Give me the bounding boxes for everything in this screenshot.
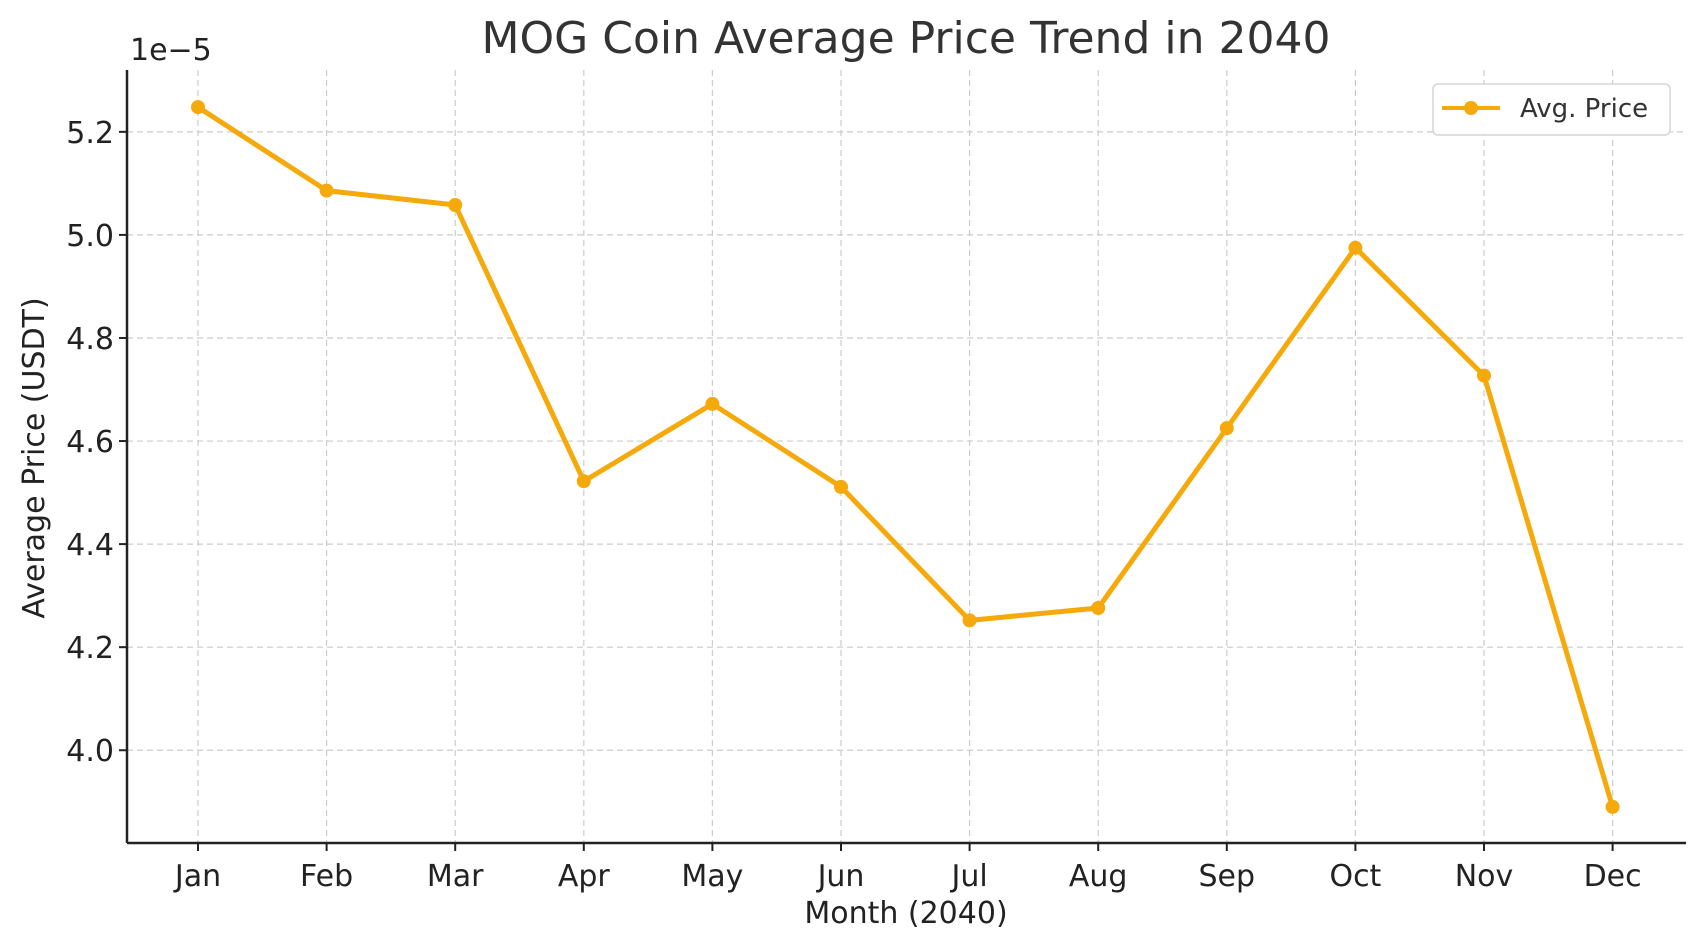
ticks-layer: Jan Feb Mar Apr May Jun Jul Aug Sep Oct Nov Dec 4.0 4… <box>66 116 1641 894</box>
chart-title: MOG Coin Average Price Trend in 2040 <box>482 13 1331 64</box>
data-point-marker <box>834 479 848 494</box>
data-point-marker <box>576 474 591 489</box>
y-tick-label: 4.2 <box>66 631 114 666</box>
axes-layer <box>125 70 1686 845</box>
x-tick-label: Nov <box>1455 859 1514 894</box>
x-tick-label: Feb <box>300 859 353 894</box>
y-axis-offset-label: 1e−5 <box>130 33 212 68</box>
legend-box <box>1432 83 1671 136</box>
x-tick-label: Mar <box>427 859 484 894</box>
data-point-marker <box>191 100 205 115</box>
data-point-marker <box>705 396 720 411</box>
data-point-marker <box>1348 240 1363 255</box>
data-point-marker <box>1477 368 1491 383</box>
data-point-marker <box>448 198 463 213</box>
y-tick-label: 5.0 <box>66 219 114 254</box>
x-axis-label: Month (2040) <box>804 896 1007 931</box>
grid-layer <box>127 70 1686 843</box>
legend: Avg. Price <box>1432 83 1671 136</box>
data-point-marker <box>319 183 334 198</box>
y-tick-label: 4.4 <box>66 528 114 563</box>
y-tick-label: 5.2 <box>66 116 114 151</box>
x-tick-label: Jul <box>949 859 987 894</box>
data-point-marker <box>1219 421 1234 436</box>
x-tick-label: Sep <box>1199 859 1256 894</box>
data-point-marker <box>1605 799 1620 814</box>
legend-series-marker <box>1464 101 1478 115</box>
y-tick-label: 4.8 <box>66 322 114 357</box>
x-tick-label: Aug <box>1069 859 1128 894</box>
x-tick-label: May <box>681 859 743 894</box>
y-tick-label: 4.0 <box>66 734 114 769</box>
data-point-marker <box>1091 601 1106 616</box>
x-tick-label: Dec <box>1584 859 1642 894</box>
legend-series-label: Avg. Price <box>1520 94 1648 124</box>
series-line <box>195 104 1616 810</box>
data-point-marker <box>962 613 977 628</box>
y-axis-label: Average Price (USDT) <box>17 297 52 618</box>
x-tick-label: Jun <box>816 859 865 894</box>
x-tick-label: Jan <box>173 859 221 894</box>
x-tick-label: Oct <box>1329 859 1381 894</box>
x-tick-label: Apr <box>558 859 611 894</box>
y-tick-label: 4.6 <box>66 425 114 460</box>
series-layer <box>191 100 1620 814</box>
